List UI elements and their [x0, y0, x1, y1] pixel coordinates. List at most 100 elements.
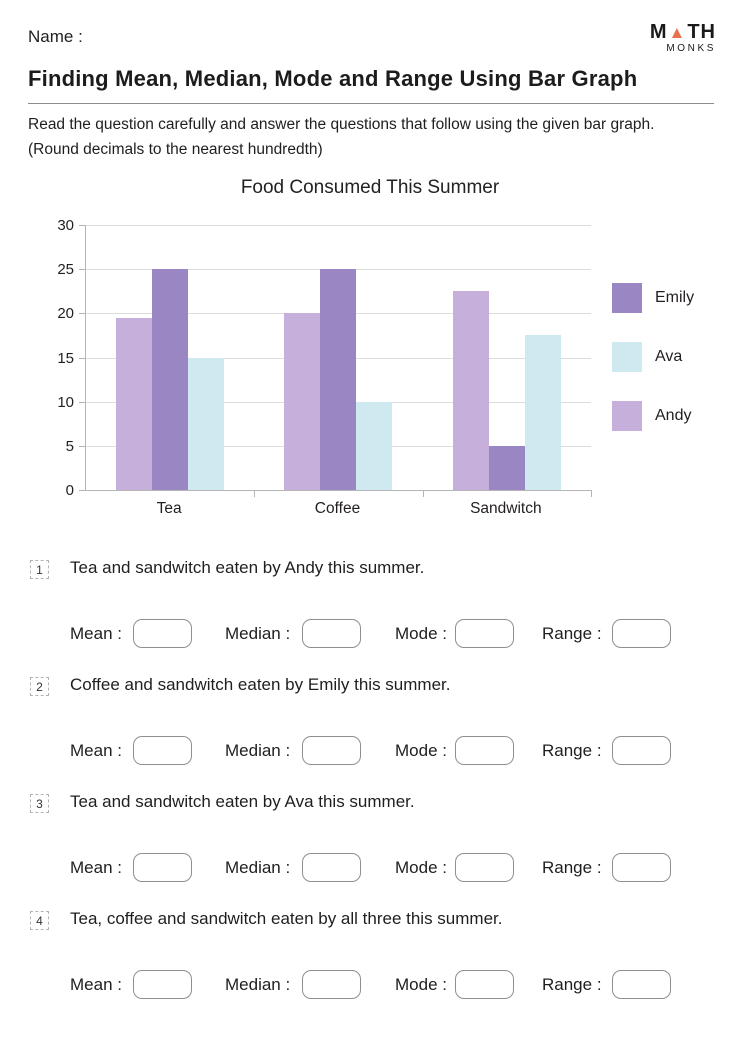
y-axis-tick: [79, 445, 86, 447]
range-label: Range :: [542, 624, 602, 643]
mode-input-q4[interactable]: [455, 970, 514, 999]
mode-label: Mode :: [395, 858, 447, 877]
mean-label: Mean :: [70, 975, 122, 994]
logo-subtitle: MONKS: [666, 43, 716, 54]
y-axis-label-0: 0: [65, 482, 74, 499]
question-text: Coffee and sandwitch eaten by Emily this…: [70, 675, 451, 694]
bar-groups: [86, 225, 591, 490]
range-label: Range :: [542, 858, 602, 877]
y-axis-tick: [79, 269, 86, 271]
mean-input-q2[interactable]: [133, 736, 192, 765]
mean-label: Mean :: [70, 741, 122, 760]
answer-row: Mean : Median : Mode : Range :: [0, 619, 742, 649]
question-text: Tea and sandwitch eaten by Ava this summ…: [70, 792, 415, 811]
answer-row: Mean : Median : Mode : Range :: [0, 970, 742, 1000]
question-text: Tea, coffee and sandwitch eaten by all t…: [70, 909, 503, 928]
median-input-q2[interactable]: [302, 736, 361, 765]
mode-label: Mode :: [395, 624, 447, 643]
legend-label-emily: Emily: [655, 289, 695, 306]
range-input-q1[interactable]: [612, 619, 671, 648]
instruction-line-2: (Round decimals to the nearest hundredth…: [28, 141, 323, 158]
y-axis-tick: [79, 357, 86, 359]
y-axis-label-15: 15: [57, 349, 74, 367]
range-label: Range :: [542, 741, 602, 760]
mode-input-q3[interactable]: [455, 853, 514, 882]
bar-emily-tea: [152, 269, 189, 490]
bar-andy-tea: [116, 317, 153, 490]
page-title: Finding Mean, Median, Mode and Range Usi…: [28, 66, 714, 104]
bar-ava-tea: [188, 357, 225, 490]
gridline-30: [86, 225, 591, 226]
question-2: 2 Coffee and sandwitch eaten by Emily th…: [0, 675, 742, 785]
median-input-q1[interactable]: [302, 619, 361, 648]
question-3: 3 Tea and sandwitch eaten by Ava this su…: [0, 792, 742, 902]
legend-label-andy: Andy: [655, 407, 692, 424]
mode-input-q1[interactable]: [455, 619, 514, 648]
median-label: Median :: [225, 858, 291, 877]
y-axis-label-30: 30: [57, 217, 74, 234]
mean-input-q3[interactable]: [133, 853, 192, 882]
x-axis-label-sandwitch: Sandwitch: [470, 500, 542, 517]
question-number-badge: 1: [30, 560, 49, 579]
mean-input-q1[interactable]: [133, 619, 192, 648]
logo-letters-th: TH: [687, 21, 716, 43]
y-axis-label-10: 10: [57, 393, 74, 411]
legend-swatch-emily: [612, 283, 642, 313]
question-4: 4 Tea, coffee and sandwitch eaten by all…: [0, 909, 742, 1019]
math-monks-logo: M ▲ TH MONKS: [650, 22, 716, 54]
question-number-badge: 3: [30, 794, 49, 813]
triangle-icon: ▲: [668, 23, 687, 42]
bar-andy-coffee: [284, 313, 321, 490]
logo-letter-m: M: [649, 21, 668, 43]
legend-item-andy: Andy: [612, 401, 694, 431]
bar-group-sandwitch: [423, 225, 591, 490]
mode-input-q2[interactable]: [455, 736, 514, 765]
range-label: Range :: [542, 975, 602, 994]
mean-input-q4[interactable]: [133, 970, 192, 999]
median-label: Median :: [225, 624, 291, 643]
chart-title: Food Consumed This Summer: [240, 177, 500, 198]
y-axis-tick: [79, 225, 86, 226]
name-label: Name :: [28, 27, 83, 46]
y-axis-tick: [79, 490, 86, 491]
question-1: 1 Tea and sandwitch eaten by Andy this s…: [0, 558, 742, 668]
range-input-q3[interactable]: [612, 853, 671, 882]
bar-group-coffee: [254, 225, 422, 490]
bar-ava-coffee: [356, 401, 393, 490]
legend-label-ava: Ava: [655, 348, 683, 365]
instructions: Read the question carefully and answer t…: [28, 112, 718, 162]
bar-emily-sandwitch: [488, 445, 525, 490]
y-axis-label-25: 25: [57, 261, 74, 279]
mean-label: Mean :: [70, 624, 122, 643]
y-axis-tick: [79, 401, 86, 403]
bar-emily-coffee: [320, 269, 357, 490]
question-number-badge: 2: [30, 677, 49, 696]
median-input-q3[interactable]: [302, 853, 361, 882]
bar-group-tea: [86, 225, 254, 490]
mode-label: Mode :: [395, 741, 447, 760]
logo-wordmark: M ▲ TH: [650, 22, 716, 42]
x-axis-tick: [254, 490, 256, 497]
median-input-q4[interactable]: [302, 970, 361, 999]
question-text: Tea and sandwitch eaten by Andy this sum…: [70, 558, 425, 577]
x-axis-label-coffee: Coffee: [314, 500, 361, 517]
range-input-q4[interactable]: [612, 970, 671, 999]
x-axis-tick: [591, 490, 592, 497]
legend-swatch-ava: [612, 342, 642, 372]
bar-chart-plot-area: 0 5 10 15 20 25 30: [57, 217, 592, 499]
mean-label: Mean :: [70, 858, 122, 877]
y-axis-label-5: 5: [65, 437, 74, 455]
legend-item-emily: Emily: [612, 283, 694, 313]
legend-swatch-andy: [612, 401, 642, 431]
y-axis-label-20: 20: [57, 305, 74, 323]
chart-legend: Emily Ava Andy: [612, 283, 694, 460]
range-input-q2[interactable]: [612, 736, 671, 765]
instruction-line-1: Read the question carefully and answer t…: [28, 116, 655, 133]
question-number-badge: 4: [30, 911, 49, 930]
median-label: Median :: [225, 741, 291, 760]
answer-row: Mean : Median : Mode : Range :: [0, 853, 742, 883]
bar-andy-sandwitch: [452, 291, 489, 490]
legend-item-ava: Ava: [612, 342, 694, 372]
x-axis-labels: Tea Coffee Sandwitch: [85, 500, 590, 518]
